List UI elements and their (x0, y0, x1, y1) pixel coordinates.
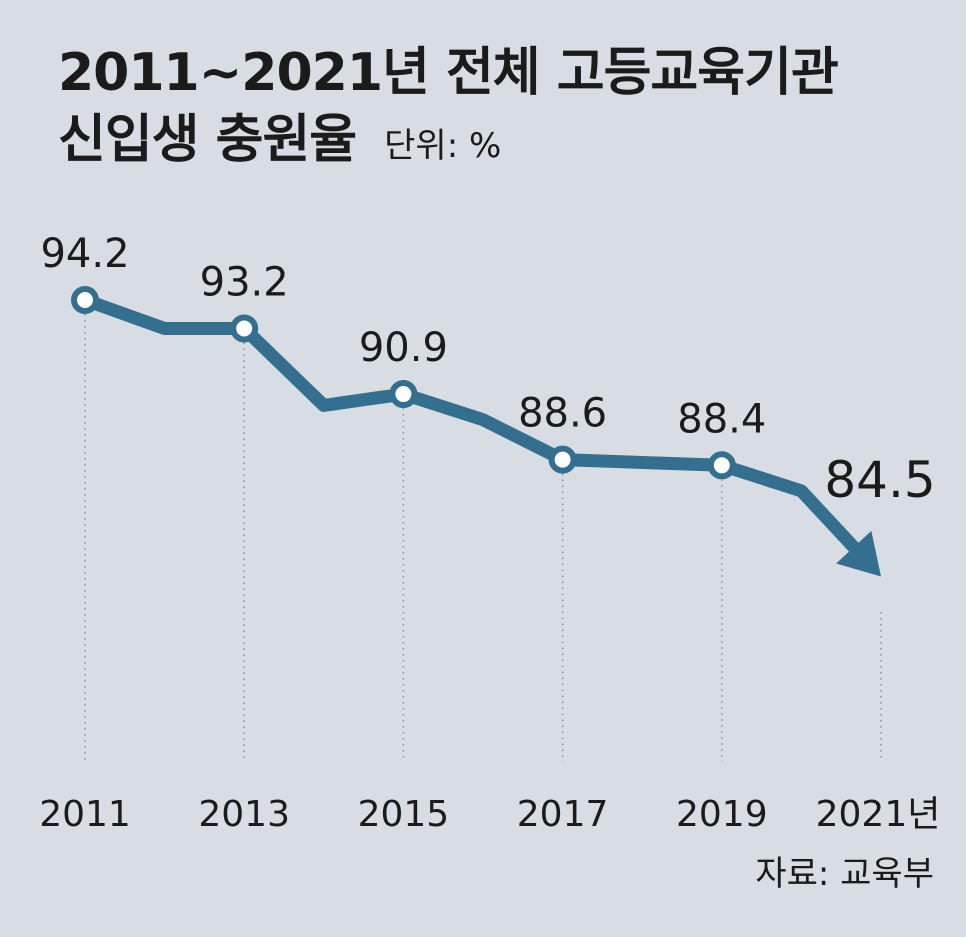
data-label-2019: 88.4 (677, 396, 766, 442)
data-label-2011: 94.2 (40, 231, 129, 277)
data-label-2017: 88.6 (518, 391, 607, 437)
title-line-2-text: 신입생 충원율 (58, 109, 357, 170)
data-point-2017 (548, 445, 577, 474)
x-tick-label-2013: 2013 (198, 794, 290, 835)
x-tick-label-2015: 2015 (358, 794, 450, 835)
series-line (78, 293, 863, 557)
data-point-2013 (230, 314, 259, 343)
data-point-2019 (707, 451, 736, 480)
x-tick-label-2021: 2021년 (816, 794, 941, 835)
data-label-2013: 93.2 (200, 260, 289, 306)
data-label-2021: 84.5 (824, 451, 935, 509)
data-point-2011 (71, 286, 99, 314)
x-tick-label-2017: 2017 (517, 794, 609, 835)
data-label-2015: 90.9 (359, 325, 448, 371)
title-line-2: 신입생 충원율 단위: % (58, 107, 838, 174)
title-line-1: 2011~2021년 전체 고등교육기관 (58, 43, 839, 103)
source-label: 자료: 교육부 (755, 854, 934, 894)
series-end-arrow (836, 530, 881, 577)
x-tick-label-2011: 2011 (39, 794, 131, 835)
chart-title: 2011~2021년 전체 고등교육기관 신입생 충원율 단위: % (58, 40, 839, 174)
x-tick-label-2019: 2019 (676, 794, 768, 835)
data-point-2015 (389, 380, 418, 409)
unit-label: 단위: % (384, 125, 502, 166)
